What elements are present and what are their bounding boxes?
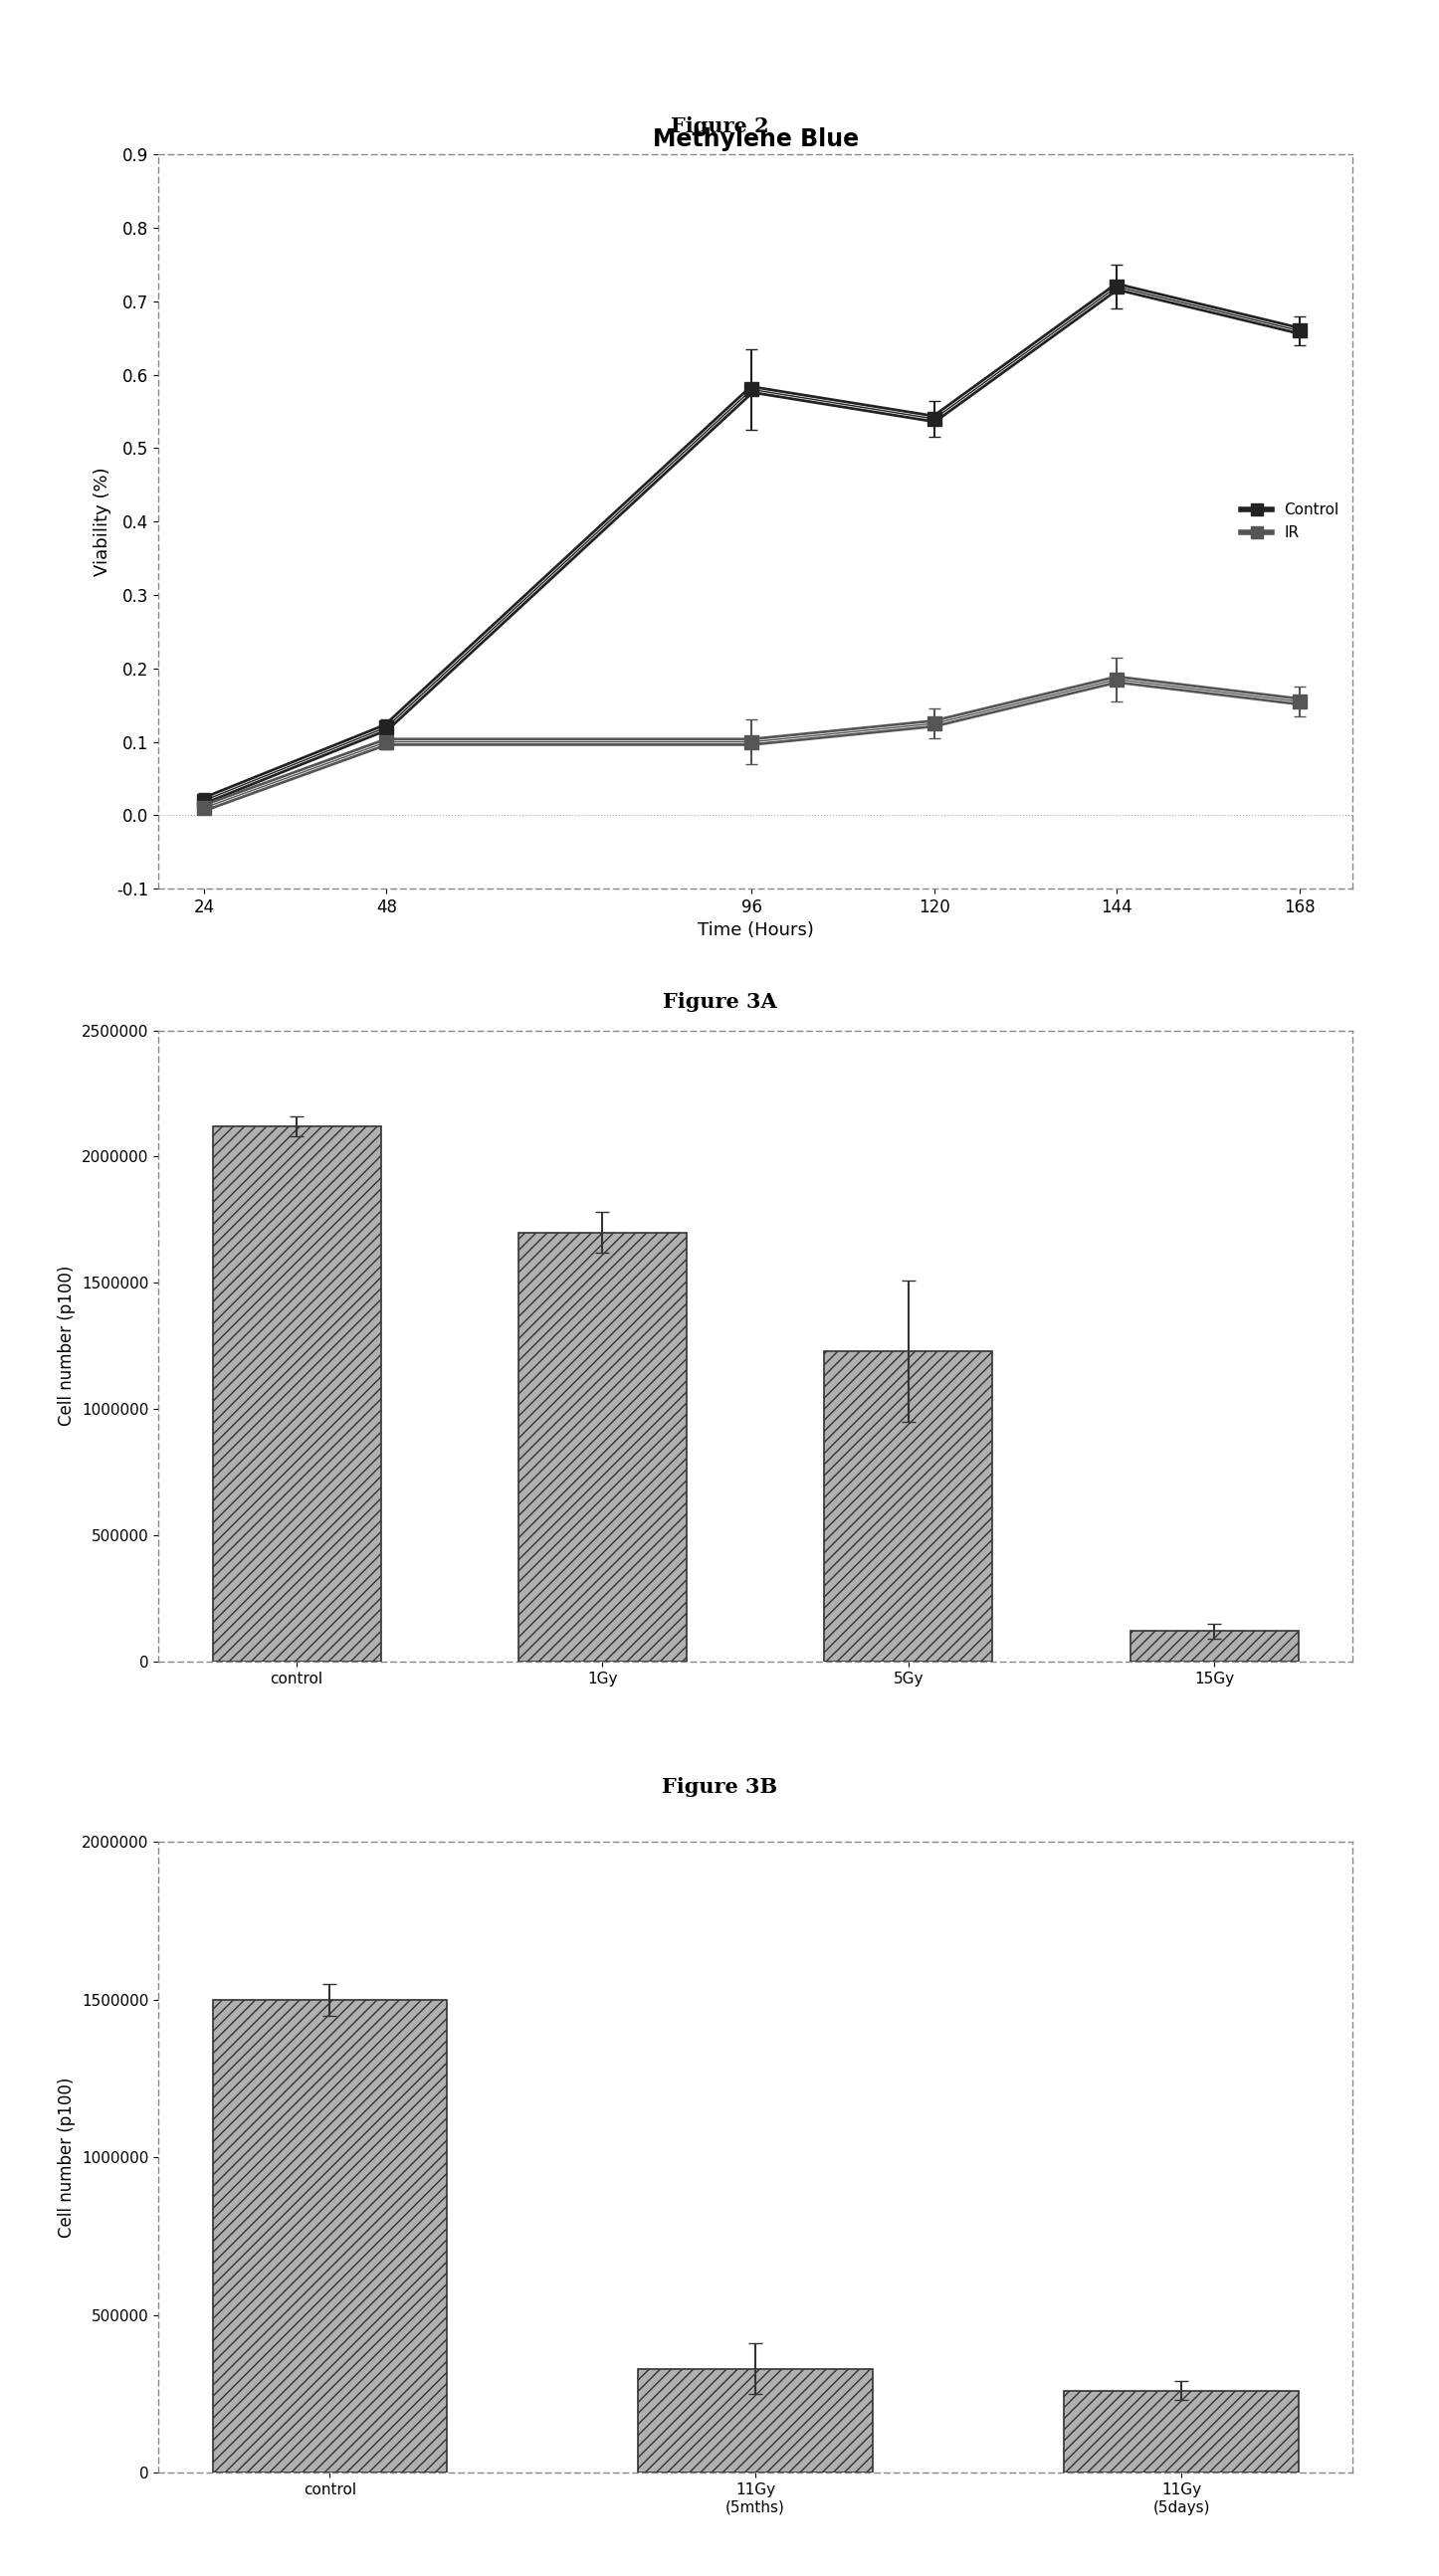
X-axis label: Time (Hours): Time (Hours) <box>698 922 813 940</box>
Bar <box>1130 1631 1298 1662</box>
Y-axis label: Viability (%): Viability (%) <box>94 466 111 577</box>
Bar <box>213 1126 381 1662</box>
Y-axis label: Cell number (p100): Cell number (p100) <box>58 2076 76 2239</box>
Bar <box>213 1999 446 2473</box>
Bar <box>639 2370 872 2473</box>
Bar <box>518 1231 686 1662</box>
Text: Figure 3B: Figure 3B <box>662 1777 777 1798</box>
Legend: Control, IR: Control, IR <box>1235 497 1345 546</box>
Text: Figure 2: Figure 2 <box>671 116 768 137</box>
Title: Methylene Blue: Methylene Blue <box>652 126 859 152</box>
Y-axis label: Cell number (p100): Cell number (p100) <box>58 1265 76 1427</box>
Bar <box>825 1350 993 1662</box>
Bar <box>1065 2391 1298 2473</box>
Text: Figure 3A: Figure 3A <box>662 992 777 1012</box>
